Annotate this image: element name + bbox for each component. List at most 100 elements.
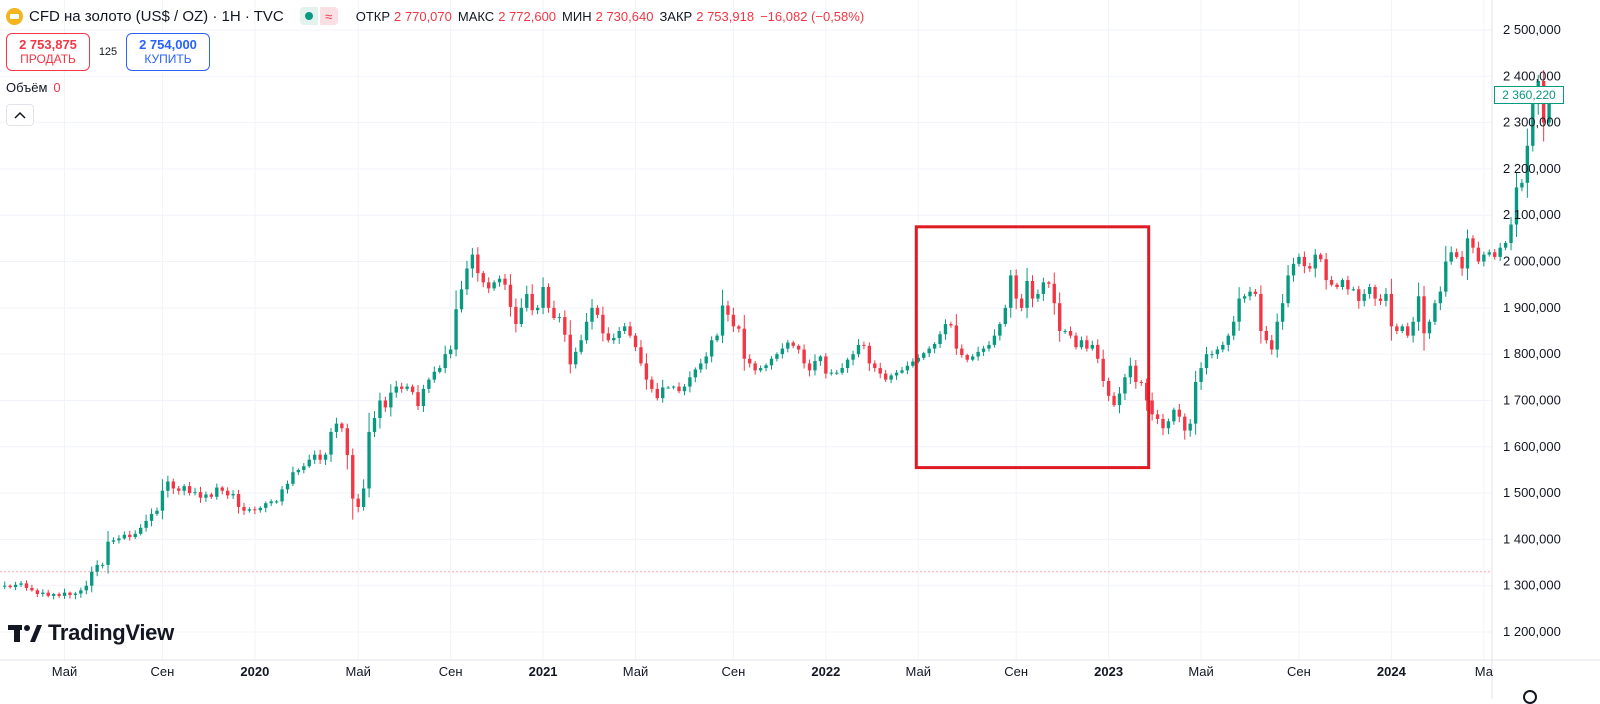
candle-body — [215, 487, 219, 497]
settings-gear-icon[interactable] — [1523, 690, 1537, 704]
candle-body — [1351, 289, 1356, 291]
candle-body — [677, 386, 681, 392]
candle-body — [193, 492, 197, 494]
sell-button[interactable]: 2 753,875 ПРОДАТЬ — [6, 33, 90, 71]
candle-body — [960, 348, 964, 356]
candle-body — [209, 494, 214, 497]
candle-body — [1106, 381, 1111, 396]
change-value: −16,082 (−0,58%) — [760, 8, 865, 24]
market-status[interactable]: ≈ — [299, 7, 338, 25]
close-value: 2 753,918 — [696, 8, 755, 24]
candle-body — [1009, 275, 1013, 308]
x-tick-label: Сен — [151, 664, 175, 679]
candle-body — [30, 588, 34, 591]
candle-body — [24, 583, 29, 589]
candle-body — [459, 289, 464, 310]
candle-body — [1128, 365, 1133, 378]
candle-body — [13, 584, 18, 588]
candle-body — [73, 593, 78, 595]
candle-body — [51, 594, 56, 596]
candle-body — [231, 494, 235, 496]
candle-body — [106, 541, 110, 565]
candle-body — [1525, 145, 1530, 183]
candle-body — [242, 506, 246, 511]
candle-body — [421, 388, 426, 407]
candle-body — [503, 278, 507, 285]
candle-body — [535, 307, 540, 311]
candle-body — [1389, 293, 1394, 327]
candle-body — [796, 345, 801, 350]
last-price-label: 2 360,220 — [1494, 85, 1564, 104]
buy-button[interactable]: 2 754,000 КУПИТЬ — [126, 33, 210, 71]
symbol-title[interactable]: CFD на золото (US$ / OZ) · 1H · TVC — [29, 7, 284, 25]
candle-body — [155, 510, 159, 514]
candle-body — [954, 325, 959, 349]
candle-body — [1286, 275, 1290, 304]
candle-body — [688, 377, 692, 387]
chart-header: CFD на золото (US$ / OZ) · 1H · TVC ≈ ОТ… — [6, 6, 866, 26]
candle-body — [699, 363, 703, 370]
candle-body — [1025, 280, 1029, 308]
candle-body — [1123, 377, 1127, 394]
candle-body — [296, 469, 301, 473]
candle-body — [1041, 282, 1046, 294]
y-tick-label: 1 600,000 — [1503, 439, 1561, 454]
candle-body — [525, 293, 529, 308]
tradingview-logo[interactable]: TradingView — [8, 620, 174, 646]
candle-body — [938, 334, 942, 344]
candle-body — [704, 356, 708, 364]
chevron-up-icon[interactable] — [6, 104, 34, 126]
candle-body — [829, 372, 833, 374]
candle-body — [160, 490, 165, 511]
candle-body — [454, 309, 458, 350]
candle-body — [1291, 263, 1296, 276]
candle-body — [41, 592, 45, 595]
y-tick-label: 2 300,000 — [1503, 115, 1561, 130]
candle-body — [1232, 321, 1236, 336]
candle-body — [644, 363, 649, 380]
candle-body — [443, 354, 447, 369]
candle-body — [824, 356, 828, 374]
candle-body — [1487, 252, 1491, 255]
candle-body — [965, 355, 969, 360]
candle-body — [726, 305, 730, 315]
buy-label: КУПИТЬ — [144, 52, 192, 66]
candle-body — [514, 306, 518, 325]
volume-legend[interactable]: Объём 0 — [6, 80, 61, 95]
candle-body — [111, 540, 116, 542]
candle-body — [1237, 298, 1241, 322]
candle-body — [666, 387, 670, 389]
candle-body — [889, 375, 893, 380]
y-tick-label: 2 100,000 — [1503, 207, 1561, 222]
candle-body — [595, 307, 600, 315]
candle-body — [1117, 393, 1122, 406]
candle-body — [802, 349, 806, 364]
candle-body — [1264, 331, 1269, 341]
candle-body — [1057, 303, 1062, 331]
candle-body — [758, 368, 763, 371]
volume-value: 0 — [53, 80, 61, 95]
candle-body — [715, 335, 719, 341]
candle-body — [280, 489, 284, 502]
candle-body — [1150, 400, 1154, 415]
x-tick-label: 2024 — [1377, 664, 1407, 679]
candle-body — [1520, 182, 1524, 188]
logo-text: TradingView — [48, 620, 174, 645]
x-tick-label: Сен — [721, 664, 745, 679]
y-tick-label: 1 800,000 — [1503, 346, 1561, 361]
x-tick-label: Сен — [1287, 664, 1311, 679]
gold-symbol-icon — [6, 7, 23, 25]
candle-body — [633, 335, 638, 348]
candle-body — [182, 486, 186, 491]
candle-body — [1362, 293, 1366, 301]
candle-body — [998, 324, 1002, 336]
candle-body — [1482, 254, 1486, 262]
candle-body — [748, 358, 752, 364]
candle-body — [584, 321, 589, 341]
candle-body — [1177, 409, 1182, 417]
candle-body — [1438, 291, 1443, 304]
y-tick-label: 1 900,000 — [1503, 300, 1561, 315]
candle-body — [1433, 303, 1437, 322]
candle-body — [927, 348, 931, 354]
